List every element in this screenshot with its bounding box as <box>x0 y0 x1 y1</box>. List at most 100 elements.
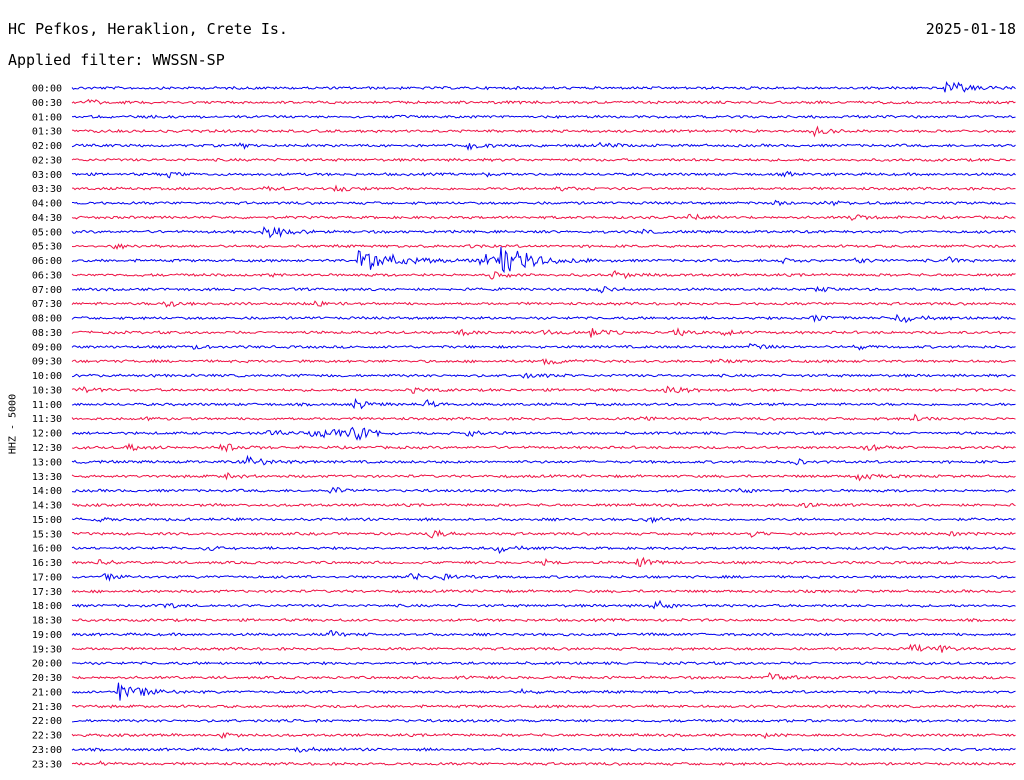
seismic-trace <box>71 81 1016 93</box>
time-label: 22:00 <box>32 716 62 727</box>
seismic-trace <box>71 270 1016 280</box>
time-label: 06:30 <box>32 270 62 281</box>
seismic-trace <box>71 442 1016 453</box>
seismic-trace <box>71 246 1016 274</box>
seismic-trace <box>71 327 1016 338</box>
seismic-trace <box>71 599 1016 610</box>
time-label: 07:30 <box>32 299 62 310</box>
seismic-trace <box>71 486 1016 494</box>
seismic-trace <box>71 199 1016 207</box>
time-label: 06:00 <box>32 256 62 267</box>
time-label: 02:00 <box>32 141 62 152</box>
seismic-trace <box>71 643 1016 653</box>
time-label: 11:00 <box>32 400 62 411</box>
time-label: 01:30 <box>32 127 62 138</box>
seismic-trace <box>71 572 1016 582</box>
time-label: 16:30 <box>32 558 62 569</box>
time-label: 22:30 <box>32 731 62 742</box>
time-label: 00:00 <box>32 84 62 95</box>
time-label: 21:00 <box>32 687 62 698</box>
station-title: HC Pefkos, Heraklion, Crete Is. <box>8 20 288 38</box>
time-label: 17:30 <box>32 587 62 598</box>
seismic-trace <box>71 157 1016 163</box>
time-label: 01:00 <box>32 112 62 123</box>
time-label: 04:00 <box>32 199 62 210</box>
seismic-trace <box>71 629 1016 638</box>
time-label: 17:00 <box>32 572 62 583</box>
seismic-trace <box>71 114 1016 120</box>
seismic-trace <box>71 682 1016 701</box>
time-label: 23:30 <box>32 759 62 770</box>
seismic-trace <box>71 413 1016 422</box>
seismic-trace <box>71 660 1016 666</box>
time-label: 12:00 <box>32 429 62 440</box>
seismic-trace <box>71 358 1016 366</box>
seismic-trace <box>71 397 1016 410</box>
time-label: 03:30 <box>32 184 62 195</box>
seismic-trace <box>71 718 1016 724</box>
time-label: 16:00 <box>32 544 62 555</box>
seismic-trace <box>71 746 1016 753</box>
seismic-trace <box>71 300 1016 308</box>
time-label: 15:30 <box>32 529 62 540</box>
seismic-trace <box>71 472 1016 482</box>
time-label: 00:30 <box>32 98 62 109</box>
time-label: 04:30 <box>32 213 62 224</box>
time-label: 03:00 <box>32 170 62 181</box>
time-label: 05:30 <box>32 242 62 253</box>
seismic-trace <box>71 617 1016 623</box>
time-label: 14:00 <box>32 486 62 497</box>
time-label: 13:30 <box>32 472 62 483</box>
seismic-trace <box>71 529 1016 539</box>
time-label: 11:30 <box>32 414 62 425</box>
time-label: 09:00 <box>32 342 62 353</box>
time-label: 13:00 <box>32 457 62 468</box>
seismic-trace <box>71 556 1016 567</box>
seismic-trace <box>71 343 1016 351</box>
seismic-trace <box>71 426 1016 441</box>
seismic-trace <box>71 671 1016 681</box>
seismic-trace <box>71 184 1016 193</box>
time-label: 02:30 <box>32 155 62 166</box>
time-label: 12:30 <box>32 443 62 454</box>
time-label: 15:00 <box>32 515 62 526</box>
time-label: 09:30 <box>32 357 62 368</box>
seismic-trace <box>71 385 1016 394</box>
seismic-trace <box>71 545 1016 554</box>
seismic-trace <box>71 731 1016 740</box>
time-label: 19:00 <box>32 630 62 641</box>
time-label: 07:00 <box>32 285 62 296</box>
seismic-trace <box>71 454 1016 466</box>
time-label: 14:30 <box>32 501 62 512</box>
seismic-trace <box>71 502 1016 509</box>
seismic-trace <box>71 226 1016 239</box>
time-label: 10:00 <box>32 371 62 382</box>
seismic-trace <box>71 372 1016 380</box>
seismic-trace <box>71 98 1016 105</box>
time-label: 05:00 <box>32 227 62 238</box>
seismic-trace <box>71 141 1016 151</box>
seismic-trace <box>71 589 1016 594</box>
time-label: 18:00 <box>32 601 62 612</box>
time-label: 10:30 <box>32 385 62 396</box>
time-label: 20:00 <box>32 659 62 670</box>
record-date: 2025-01-18 <box>925 20 1016 38</box>
seismic-trace <box>71 704 1016 709</box>
seismic-trace <box>71 760 1016 767</box>
time-label: 19:30 <box>32 644 62 655</box>
time-label: 21:30 <box>32 702 62 713</box>
seismic-trace <box>71 125 1016 138</box>
time-label: 20:30 <box>32 673 62 684</box>
time-label: 08:00 <box>32 314 62 325</box>
filter-label: Applied filter: WWSSN-SP <box>8 51 225 69</box>
time-label: 18:30 <box>32 616 62 627</box>
seismic-trace <box>71 213 1016 222</box>
seismic-trace <box>71 170 1016 179</box>
seismic-trace <box>71 285 1016 294</box>
seismic-trace <box>71 313 1016 324</box>
time-label: 08:30 <box>32 328 62 339</box>
time-label: 23:00 <box>32 745 62 756</box>
seismic-trace <box>71 243 1016 250</box>
seismic-trace <box>71 516 1016 524</box>
